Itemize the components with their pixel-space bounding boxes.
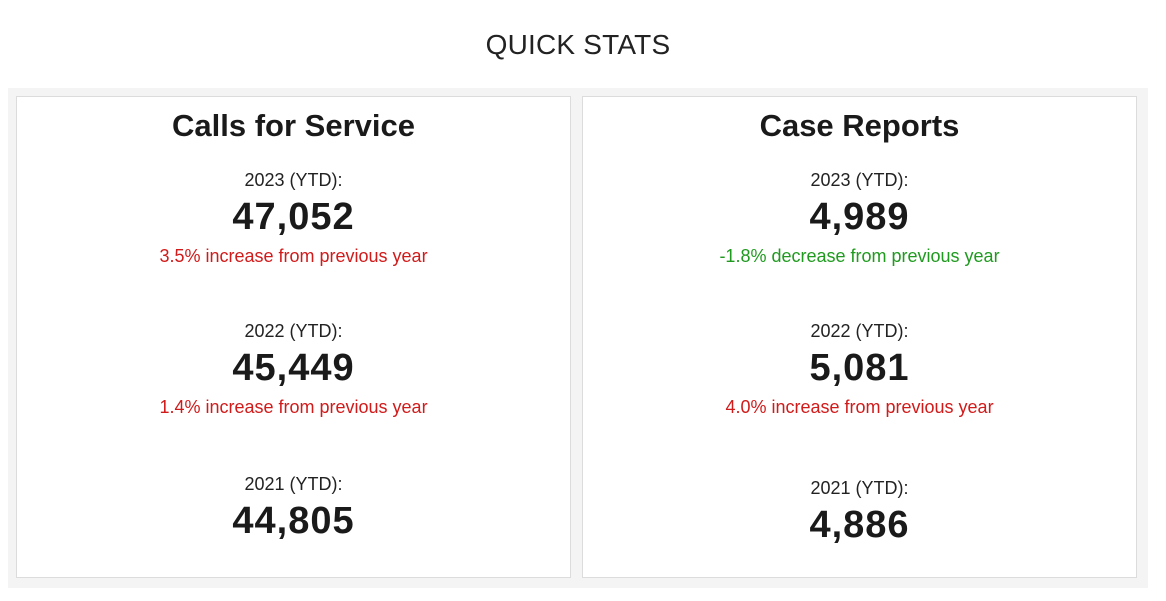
page-title: QUICK STATS [485, 29, 671, 60]
stat-change: -1.8% decrease from previous year [719, 246, 1000, 266]
stat-2022: 2022 (YTD): 5,081 4.0% increase from pre… [583, 319, 1136, 419]
stat-label: 2023 (YTD): [244, 170, 343, 190]
stat-2021: 2021 (YTD): 4,886 [583, 476, 1136, 548]
stat-2023: 2023 (YTD): 47,052 3.5% increase from pr… [17, 168, 570, 268]
stat-label: 2022 (YTD): [810, 321, 909, 341]
card-title: Case Reports [759, 108, 960, 143]
stat-value: 4,886 [809, 504, 910, 546]
stat-change: 1.4% increase from previous year [159, 397, 428, 417]
stats-panel: Calls for Service 2023 (YTD): 47,052 3.5… [8, 88, 1148, 588]
card-title: Calls for Service [172, 108, 415, 143]
stat-change: 3.5% increase from previous year [159, 246, 428, 266]
stat-label: 2021 (YTD): [244, 474, 343, 494]
stat-value: 4,989 [809, 196, 910, 238]
case-reports-card: Case Reports 2023 (YTD): 4,989 -1.8% dec… [582, 96, 1137, 578]
calls-for-service-card: Calls for Service 2023 (YTD): 47,052 3.5… [16, 96, 571, 578]
stat-value: 47,052 [232, 196, 355, 238]
stat-value: 45,449 [232, 347, 355, 389]
stat-change: 4.0% increase from previous year [725, 397, 994, 417]
stat-label: 2023 (YTD): [810, 170, 909, 190]
stat-value: 44,805 [232, 500, 355, 542]
stat-label: 2021 (YTD): [810, 478, 909, 498]
stat-2023: 2023 (YTD): 4,989 -1.8% decrease from pr… [583, 168, 1136, 268]
stat-2021: 2021 (YTD): 44,805 [17, 472, 570, 544]
stat-label: 2022 (YTD): [244, 321, 343, 341]
stat-2022: 2022 (YTD): 45,449 1.4% increase from pr… [17, 319, 570, 419]
stat-value: 5,081 [809, 347, 910, 389]
